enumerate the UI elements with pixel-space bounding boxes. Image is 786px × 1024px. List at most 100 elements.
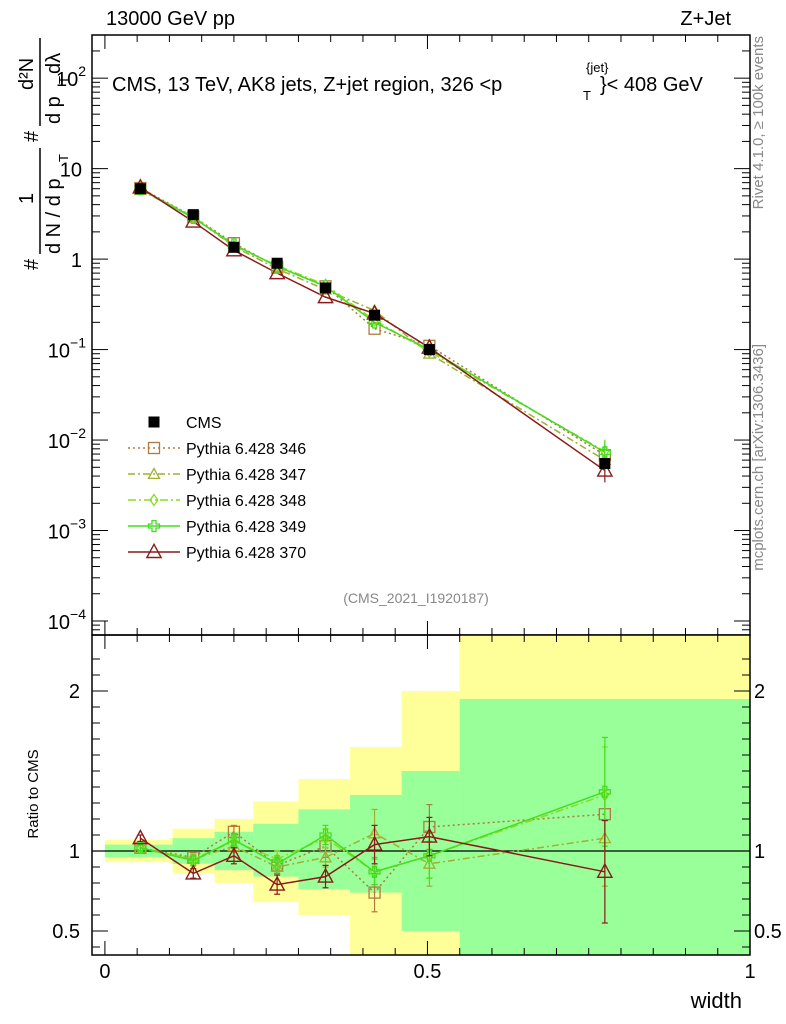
ylabel-hash: # [21, 258, 43, 270]
main-y-tick-label: 1 [71, 250, 82, 272]
ratio-y-tick-label-right: 1 [754, 841, 765, 863]
cms-data-point [369, 309, 381, 321]
main-series-marker [268, 263, 286, 280]
ratio-series-line [140, 813, 605, 894]
main-axis-ticks [92, 34, 751, 636]
tick-exponent: −1 [70, 335, 86, 351]
cross-shape [368, 865, 381, 878]
ratio-series-marker [225, 846, 243, 862]
header-left: 13000 GeV pp [106, 8, 235, 30]
ratio-series-marker [319, 828, 332, 842]
ratio-band-green [253, 823, 299, 877]
legend-label-cms: CMS [186, 415, 222, 432]
legend-label: Pythia 6.428 347 [186, 467, 306, 484]
tick-exponent: 2 [78, 63, 86, 79]
ylabel-den2-post: dλ [43, 53, 65, 74]
ratio-series-line [140, 791, 606, 873]
cross-shape [187, 854, 200, 867]
cms-data-point [423, 344, 435, 356]
legend-entry: Pythia 6.428 346 [128, 441, 306, 458]
ylabel-num: 1 [16, 193, 38, 204]
ratio-plot-area: 0.5 0.5 1 1 2 2 0 0.5 1 [52, 634, 782, 983]
legend-label: Pythia 6.428 370 [186, 545, 306, 562]
legend-label: Pythia 6.428 346 [186, 441, 306, 458]
ylabel-den2-sub: T [56, 76, 71, 84]
ratio-series-layer [132, 736, 614, 924]
ratio-series-marker [132, 829, 149, 845]
legend-marker-cms [148, 416, 160, 428]
tick-base: 10 [48, 522, 70, 544]
cms-data-point [599, 458, 611, 470]
legend-entry-cms: CMS [148, 415, 222, 432]
x-axis-label: width [690, 988, 742, 1013]
legend-marker [147, 441, 161, 455]
ratio-series-marker [596, 862, 614, 878]
tick-base: 10 [48, 341, 70, 363]
legend-marker [147, 467, 161, 480]
ratio-ylabel: Ratio to CMS [25, 749, 42, 838]
cross-shape [319, 828, 332, 842]
ratio-series-marker [227, 833, 241, 846]
main-series-layer [132, 178, 614, 483]
ratio-series-marker [270, 857, 284, 870]
cross-shape [270, 857, 284, 870]
ylabel-hash2: # [21, 130, 43, 142]
ratio-y-tick-label-right: 2 [754, 681, 765, 703]
legend-entry: Pythia 6.428 348 [128, 493, 306, 510]
ratio-series-marker [134, 841, 147, 854]
ratio-uncertainty-bands [104, 635, 750, 955]
svg-text:CMS, 13 TeV, AK8 jets, Z+jet r: CMS, 13 TeV, AK8 jets, Z+jet region, 326… [112, 74, 502, 96]
ratio-series-marker [368, 886, 381, 899]
cms-data-point [187, 209, 199, 221]
title-sup: {jet} [586, 60, 609, 75]
ratio-y-tick-label-left: 2 [69, 681, 80, 703]
main-y-tick-label: 10−4 [48, 606, 86, 634]
analysis-id: (CMS_2021_I1920187) [343, 590, 489, 606]
main-series-marker [368, 322, 381, 335]
tick-base: 10 [48, 431, 70, 453]
ylabel-den2: d p [43, 96, 65, 124]
main-series-line [140, 188, 606, 453]
tick-base: 10 [48, 612, 70, 634]
main-ylabel: # 1 d N / d p T # d²N d p T dλ [16, 38, 71, 270]
header-right: Z+Jet [680, 8, 731, 30]
ratio-series-marker [366, 835, 383, 851]
ylabel-num2: d²N [16, 58, 38, 90]
ratio-series-marker [187, 854, 200, 867]
title-pre: CMS, 13 TeV, AK8 jets, Z+jet region, 326… [112, 74, 502, 96]
legend-entry: Pythia 6.428 370 [128, 542, 306, 562]
cross-shape [598, 785, 612, 798]
main-y-tick-label: 10 [60, 160, 82, 182]
ratio-series-marker [184, 864, 202, 880]
cms-data-point [271, 257, 283, 269]
main-series-marker [317, 287, 334, 304]
ylabel-den-sub: T [56, 154, 71, 162]
main-y-tick-label: 10−2 [48, 425, 86, 453]
x-tick-label: 0 [99, 961, 110, 983]
legend-entry: Pythia 6.428 349 [128, 519, 306, 536]
ratio-tick-labels: 0.5 0.5 1 1 2 2 0 0.5 1 [52, 681, 782, 983]
ratio-series-marker [421, 827, 438, 843]
tick-exponent: −3 [70, 516, 86, 532]
ratio-frame [91, 634, 751, 956]
ylabel-den: d N / d p [43, 178, 65, 254]
title-post: }< 408 GeV [600, 74, 704, 96]
ratio-series-marker [317, 867, 334, 883]
cms-data-point [134, 183, 146, 195]
ratio-series-marker [318, 850, 333, 863]
main-series-marker [598, 446, 612, 459]
main-series-marker [184, 212, 202, 228]
cross-shape [134, 841, 147, 854]
rivet-label: Rivet 4.1.0, ≥ 100k events [750, 36, 767, 209]
main-title: CMS, 13 TeV, AK8 jets, Z+jet region, 326… [112, 60, 704, 103]
ratio-series-line [139, 835, 606, 886]
main-y-tick-label: 10−1 [48, 335, 86, 363]
title-sub: T [583, 88, 591, 103]
ratio-series-marker [268, 875, 286, 891]
ratio-y-tick-label-left: 0.5 [52, 921, 80, 943]
x-tick-label: 1 [744, 961, 755, 983]
legend: CMS Pythia 6.428 346 Pythia 6.428 347 Pythi… [128, 415, 306, 562]
legend-marker [147, 519, 161, 533]
